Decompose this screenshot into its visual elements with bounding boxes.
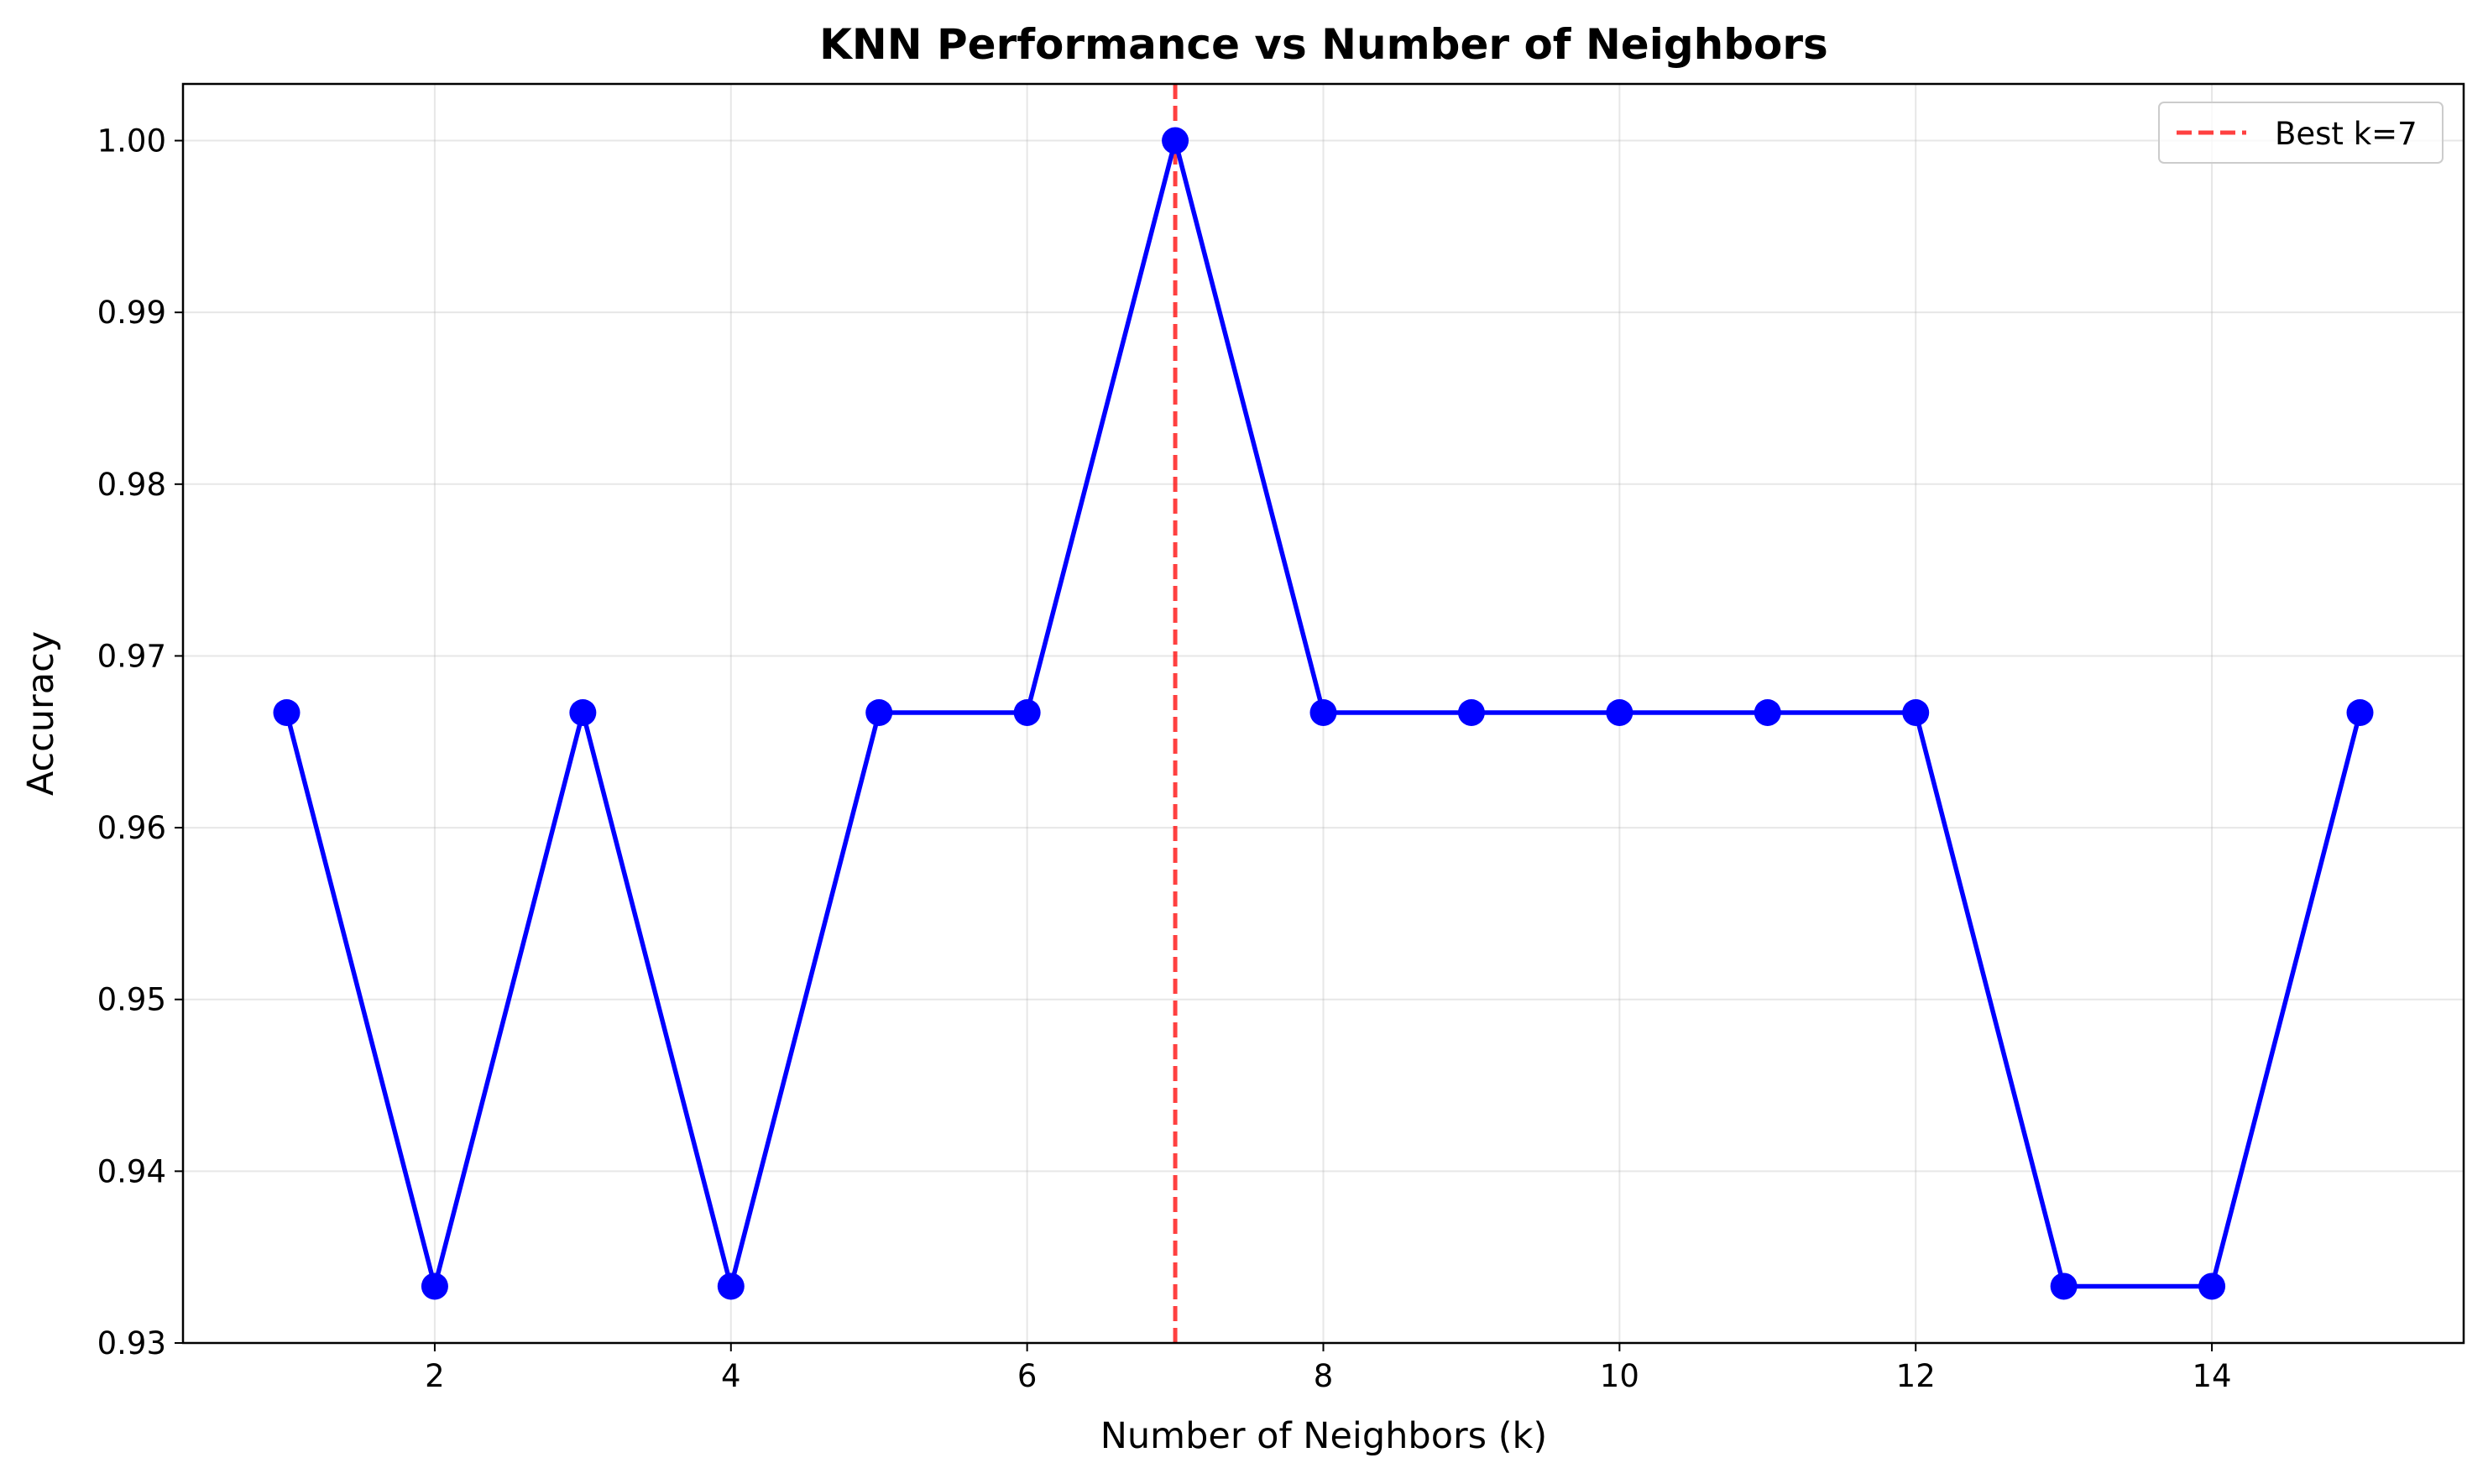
y-tick-label: 0.95 <box>97 982 166 1018</box>
y-axis-label: Accuracy <box>20 631 62 796</box>
data-point <box>865 698 893 726</box>
legend-label-best-k: Best k=7 <box>2275 116 2417 152</box>
chart-title: KNN Performance vs Number of Neighbors <box>819 20 1828 69</box>
series <box>273 127 2374 1300</box>
x-tick-label: 12 <box>1896 1358 1936 1394</box>
legend: Best k=7 <box>2158 102 2444 164</box>
data-point <box>717 1272 745 1300</box>
data-point <box>2346 698 2374 726</box>
data-point <box>1162 127 1189 154</box>
y-axis-ticks: 0.93 0.94 0.95 0.96 0.97 0.98 0.99 1.00 <box>97 123 183 1361</box>
data-point <box>1309 698 1337 726</box>
y-tick-label: 0.98 <box>97 467 166 503</box>
x-axis-ticks: 2 4 6 8 10 12 14 <box>425 1343 2232 1394</box>
data-point <box>1013 698 1041 726</box>
y-tick-label: 0.97 <box>97 638 166 674</box>
y-tick-label: 0.94 <box>97 1153 166 1189</box>
y-tick-label: 1.00 <box>97 123 166 159</box>
y-tick-label: 0.96 <box>97 810 166 846</box>
y-tick-label: 0.99 <box>97 295 166 331</box>
y-tick-label: 0.93 <box>97 1325 166 1361</box>
x-tick-label: 10 <box>1600 1358 1639 1394</box>
data-point <box>2050 1272 2078 1300</box>
data-point <box>273 698 301 726</box>
x-tick-label: 4 <box>721 1358 741 1394</box>
x-tick-label: 2 <box>425 1358 445 1394</box>
data-point <box>1606 698 1633 726</box>
x-tick-label: 6 <box>1017 1358 1038 1394</box>
data-point <box>421 1272 448 1300</box>
data-point <box>1754 698 1781 726</box>
data-point <box>1902 698 1930 726</box>
x-axis-label: Number of Neighbors (k) <box>1100 1415 1547 1457</box>
data-point <box>569 698 597 726</box>
x-tick-label: 8 <box>1314 1358 1334 1394</box>
data-point <box>1457 698 1485 726</box>
legend-box <box>2158 102 2444 164</box>
x-tick-label: 14 <box>2193 1358 2232 1394</box>
data-point <box>2198 1272 2226 1300</box>
